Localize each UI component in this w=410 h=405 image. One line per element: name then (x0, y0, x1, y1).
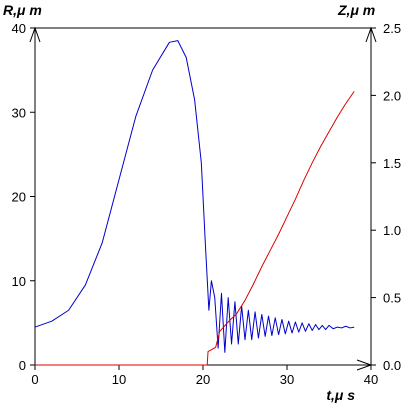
y-left-tick-label: 40 (12, 21, 26, 36)
y-right-tick-label: 0.0 (383, 358, 401, 373)
y-left-tick-label: 10 (12, 274, 26, 289)
y-right-tick-label: 1.5 (383, 156, 401, 171)
y-right-tick-label: 0.5 (383, 291, 401, 306)
y-right-tick-label: 2.0 (383, 88, 401, 103)
x-tick-label: 0 (31, 372, 38, 387)
y-right-tick-label: 2.5 (383, 21, 401, 36)
x-tick-label: 40 (364, 372, 378, 387)
y-left-tick-label: 0 (19, 358, 26, 373)
y-left-tick-label: 20 (12, 190, 26, 205)
axis-labels: R,μ m Z,μ m t,μ s (3, 2, 375, 403)
y-right-axis-label: Z,μ m (337, 2, 375, 18)
x-tick-label: 30 (280, 372, 294, 387)
x-tick-label: 10 (112, 372, 126, 387)
y-right-tick-label: 1.0 (383, 223, 401, 238)
series-r-line (34, 40, 355, 353)
x-tick-label: 20 (196, 372, 210, 387)
y-left-axis-label: R,μ m (3, 2, 42, 18)
series-z-line (35, 91, 355, 366)
y-left-tick-label: 30 (12, 105, 26, 120)
x-axis-label: t,μ s (326, 387, 355, 403)
ticks-layer: 0 10 20 30 40 0 10 20 30 40 0.0 0.5 1.0 1.5 2.0 2.5 (12, 21, 402, 387)
series-layer (34, 40, 355, 366)
